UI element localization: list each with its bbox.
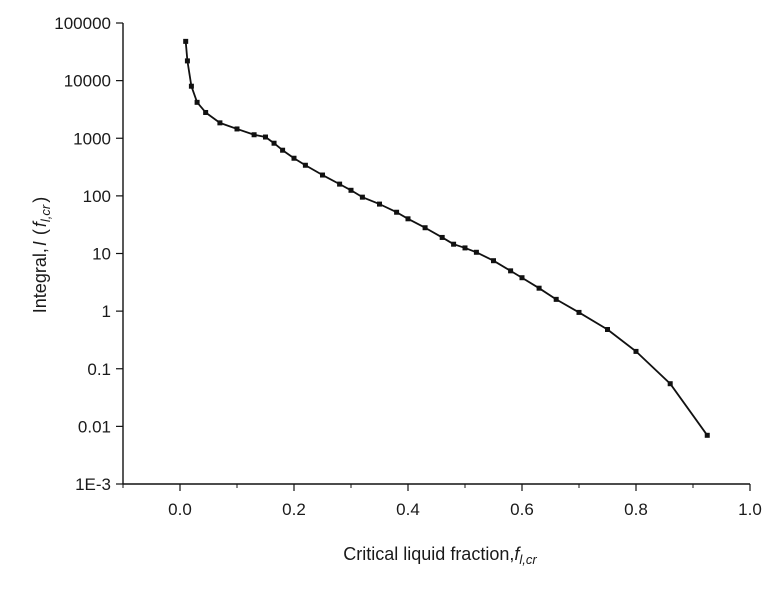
data-point bbox=[217, 120, 223, 126]
x-tick-label: 0.0 bbox=[168, 500, 192, 519]
x-axis-title-prefix: Critical liquid fraction, bbox=[343, 544, 514, 564]
data-point bbox=[508, 268, 514, 274]
y-axis-title-open-paren: ( bbox=[30, 229, 50, 235]
y-axis-title-prefix: Integral, bbox=[30, 248, 50, 313]
data-point bbox=[553, 296, 559, 302]
data-point bbox=[405, 216, 411, 222]
x-axis-title-subscript: l,cr bbox=[519, 552, 537, 567]
data-point bbox=[491, 258, 496, 264]
data-point bbox=[183, 38, 189, 44]
data-point bbox=[194, 99, 200, 105]
data-point bbox=[633, 348, 639, 354]
y-tick-label: 1 bbox=[102, 302, 111, 321]
data-point bbox=[271, 140, 277, 146]
data-point bbox=[359, 194, 365, 200]
series-line bbox=[184, 41, 708, 436]
data-point bbox=[667, 381, 673, 387]
x-axis-title-symbol: f bbox=[514, 544, 521, 564]
y-tick-label: 1E-3 bbox=[75, 475, 111, 494]
data-point bbox=[251, 132, 257, 138]
data-point bbox=[394, 209, 400, 215]
y-axis-title-inner-symbol: f bbox=[30, 220, 50, 227]
y-axis-title-inner-subscript: l,cr bbox=[38, 204, 53, 222]
data-point bbox=[291, 155, 297, 161]
x-tick-label: 0.8 bbox=[624, 500, 648, 519]
data-point bbox=[263, 134, 268, 140]
data-point bbox=[184, 58, 190, 64]
data-point bbox=[536, 285, 542, 291]
y-axis-title-close-paren: ) bbox=[30, 197, 50, 203]
data-point bbox=[704, 432, 710, 438]
data-point bbox=[439, 234, 445, 240]
x-tick-label: 0.4 bbox=[396, 500, 420, 519]
data-point bbox=[188, 83, 194, 89]
y-tick-label: 0.01 bbox=[78, 417, 111, 436]
data-point bbox=[605, 326, 610, 332]
data-point bbox=[203, 109, 209, 115]
data-point bbox=[451, 241, 457, 247]
x-axis-title: Critical liquid fraction,fl,cr bbox=[343, 544, 537, 567]
y-axis-ticks: 100000 10000 1000 100 10 1 0.1 0.01 1E-3 bbox=[54, 14, 123, 494]
data-point bbox=[422, 225, 428, 231]
data-point bbox=[377, 201, 382, 207]
x-tick-label: 0.6 bbox=[510, 500, 534, 519]
data-point bbox=[234, 126, 240, 132]
y-tick-label: 10000 bbox=[64, 72, 111, 91]
y-tick-label: 100 bbox=[83, 187, 111, 206]
data-point bbox=[302, 162, 308, 168]
data-point bbox=[462, 245, 468, 251]
y-tick-label: 100000 bbox=[54, 14, 111, 33]
y-axis-title: Integral, I ( fl,cr) bbox=[30, 197, 53, 313]
x-tick-label: 1.0 bbox=[738, 500, 762, 519]
data-point bbox=[320, 172, 325, 178]
data-point bbox=[519, 275, 525, 281]
y-axis-title-symbol: I bbox=[30, 241, 50, 246]
axes bbox=[122, 23, 750, 485]
y-tick-label: 10 bbox=[92, 245, 111, 264]
data-point bbox=[348, 187, 354, 193]
data-point bbox=[576, 309, 582, 315]
y-tick-label: 0.1 bbox=[87, 360, 111, 379]
data-point bbox=[337, 181, 343, 187]
series-group bbox=[183, 38, 710, 438]
data-point bbox=[473, 249, 479, 255]
x-tick-label: 0.2 bbox=[282, 500, 306, 519]
y-tick-label: 1000 bbox=[73, 129, 111, 148]
data-point bbox=[280, 147, 286, 153]
x-axis-ticks: 0.0 0.2 0.4 0.6 0.8 1.0 bbox=[122, 484, 762, 519]
